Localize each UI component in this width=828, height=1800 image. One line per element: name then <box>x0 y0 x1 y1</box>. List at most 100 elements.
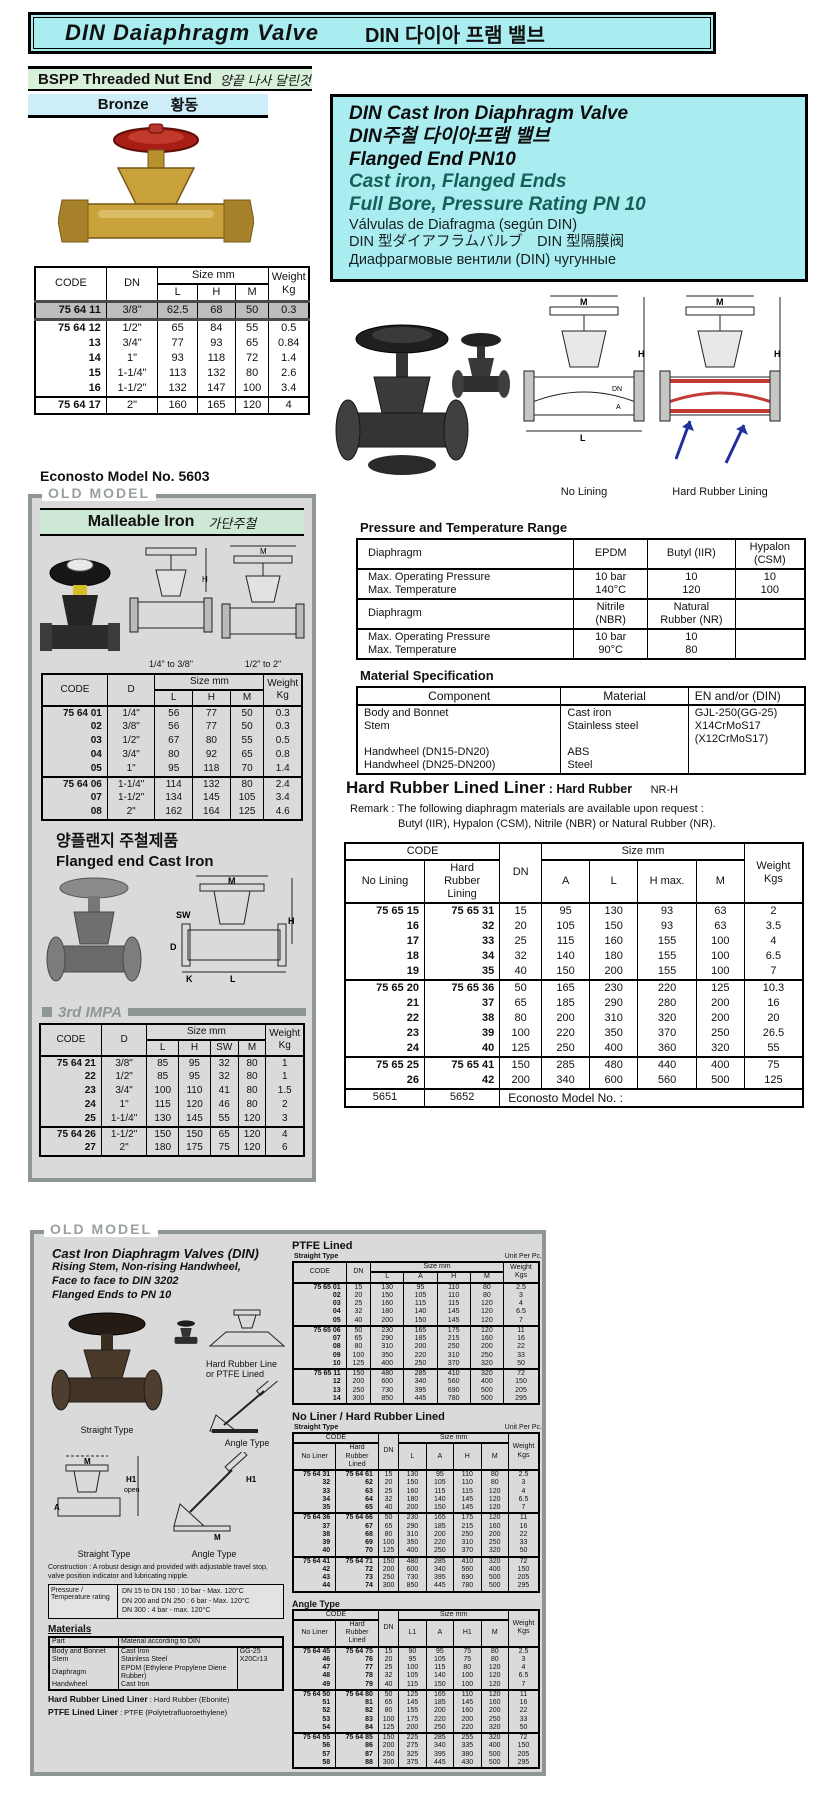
table-cell: 51 <box>292 1699 337 1708</box>
table-cell: 93 <box>637 902 697 919</box>
caption-straight-dim: Straight Type <box>77 1549 131 1560</box>
svg-text:K: K <box>186 974 193 984</box>
table-cell: 165 <box>403 1324 438 1335</box>
table-cell: 26 <box>344 1072 425 1089</box>
table-row: 22 38 80 200 310 320 200 20 <box>344 1010 804 1026</box>
table-cell: 72 <box>507 1555 540 1566</box>
table-cell: 70 <box>335 1547 379 1557</box>
table-row: 33 63 25 160 115 115 120 4 <box>292 1487 540 1496</box>
table-cell: 155 <box>637 933 697 949</box>
table-cell: 84 <box>196 318 236 336</box>
col-a: A <box>425 1619 455 1648</box>
table-cell: 16 <box>507 1522 540 1531</box>
table-cell: 4 <box>507 1664 540 1673</box>
col-dn: DN <box>377 1609 400 1648</box>
table-cell: 6 <box>265 1141 305 1157</box>
table-row: 56 86 200 275 340 335 400 150 <box>292 1742 540 1751</box>
table-cell: 445 <box>403 1394 438 1404</box>
table-row: 19 35 40 150 200 155 100 7 <box>344 963 804 980</box>
materials-table: Part Material according to DIN Body and … <box>48 1635 284 1692</box>
malleable-table: CODE D Size mm Weight Kg L H M 75 64 01 1… <box>41 673 303 821</box>
table-row: 75 64 26 1-1/2" 150 150 65 120 4 <box>39 1125 305 1142</box>
col-h: H <box>453 1442 482 1471</box>
bspp-label-en: BSPP Threaded Nut End <box>38 70 212 88</box>
old-model-label-1: OLD MODEL <box>42 485 156 501</box>
table-cell: 145 <box>436 1308 471 1317</box>
remark-note: Remark : The following diaphragm materia… <box>350 803 716 830</box>
table-cell: 120 <box>480 1672 509 1681</box>
table-cell: 95 <box>425 1646 455 1656</box>
svg-text:open: open <box>124 1487 140 1494</box>
material-spec-table: Component Material EN and/or (DIN) Body … <box>356 686 806 775</box>
table-cell: 445 <box>425 1758 455 1768</box>
table-cell: 85 <box>146 1055 180 1071</box>
table-cell: 22 <box>39 1070 102 1085</box>
table-cell: 0.3 <box>263 720 303 735</box>
table-cell: 150 <box>425 1680 455 1690</box>
table-cell: 100 <box>146 1084 180 1098</box>
table-cell: 75 64 01 <box>41 705 108 721</box>
table-cell: 62 <box>335 1479 379 1488</box>
table-row: 23 3/4" 100 110 41 80 1.5 <box>39 1084 305 1098</box>
table-cell: 160 <box>589 933 639 949</box>
table-cell: 75 65 01 <box>292 1282 347 1292</box>
table-cell: 310 <box>589 1010 639 1026</box>
table-cell: 2.5 <box>507 1646 540 1656</box>
table-row: 05 40 200 150 145 120 7 <box>292 1316 540 1326</box>
table-footer-row: 5651 5652 Econosto Model No. : <box>344 1087 804 1108</box>
table-cell: 75 65 31 <box>423 902 501 919</box>
table-cell: 120 <box>480 1487 509 1496</box>
table-cell: 200 <box>480 1707 509 1716</box>
table-cell: 150 <box>503 1378 540 1387</box>
col-no-lining: No Lining <box>344 859 425 904</box>
table-cell: 140 <box>541 948 591 964</box>
table-cell: 33 <box>423 933 501 949</box>
table-cell: 185 <box>403 1335 438 1344</box>
table-cell: 83 <box>335 1715 379 1724</box>
table-cell: 400 <box>469 1378 505 1387</box>
table-cell: 285 <box>425 1731 455 1743</box>
table-cell: 132 <box>196 365 236 381</box>
col-size: Size mm <box>157 266 270 285</box>
pressure-temperature-box: Pressure / Temperature rating DN 15 to D… <box>48 1584 284 1619</box>
table-cell: 100 <box>398 1664 427 1673</box>
impa-square <box>42 1007 52 1018</box>
table-cell: 120 <box>237 1141 267 1157</box>
table-row: Diaphragm EPDM (Ethylene Propylene Diene… <box>48 1664 284 1681</box>
malleable-drawing-large-wrap: M 1/2" to 2" <box>220 542 306 669</box>
old-model-2-right-column: PTFE Lined Straight Type Unit Per Pc. CO… <box>292 1240 544 1769</box>
svg-text:M: M <box>260 547 267 556</box>
table-cell: 50 <box>499 978 543 996</box>
table-cell: 200 <box>345 1378 372 1387</box>
table-cell: 75 64 45 <box>292 1646 337 1656</box>
table-cell: 50 <box>377 1512 400 1523</box>
col-weight: Weight Kgs <box>507 1609 540 1648</box>
col-a: A <box>541 859 591 904</box>
table-cell: 250 <box>377 1574 400 1583</box>
table-cell: 6.5 <box>743 948 804 964</box>
table-cell: 165 <box>425 1512 455 1523</box>
svg-text:M: M <box>214 1533 221 1542</box>
table-cell: 11 <box>507 1512 540 1523</box>
table-cell: 1/2" <box>105 318 159 336</box>
svg-text:L: L <box>230 974 236 984</box>
table-cell: 110 <box>436 1282 471 1292</box>
table-cell: 200 <box>425 1707 455 1716</box>
table-cell: 125 <box>695 978 745 996</box>
table-cell: 100 <box>695 948 745 964</box>
econosto-model-label: Econosto Model No. : <box>499 1087 804 1108</box>
table-cell: 3 <box>507 1655 540 1664</box>
table-cell: 40 <box>377 1504 400 1514</box>
nl-table-subrow: Straight Type Unit Per Pc. <box>294 1424 542 1431</box>
svg-text:A: A <box>54 1503 60 1512</box>
col-l: L <box>154 689 194 707</box>
table-cell: 250 <box>436 1343 471 1352</box>
table-cell: 77 <box>192 720 231 735</box>
table-cell: 92 <box>192 747 231 762</box>
table-row: 42 72 200 600 340 560 400 150 <box>292 1565 540 1574</box>
table-row: 14 300 850 445 780 500 295 <box>292 1394 540 1404</box>
table-row: 48 78 32 105 140 100 120 6.5 <box>292 1672 540 1681</box>
table-cell: 3 <box>503 1291 540 1300</box>
table-cell: 07 <box>292 1335 347 1344</box>
table-cell: 20 <box>345 1291 372 1300</box>
